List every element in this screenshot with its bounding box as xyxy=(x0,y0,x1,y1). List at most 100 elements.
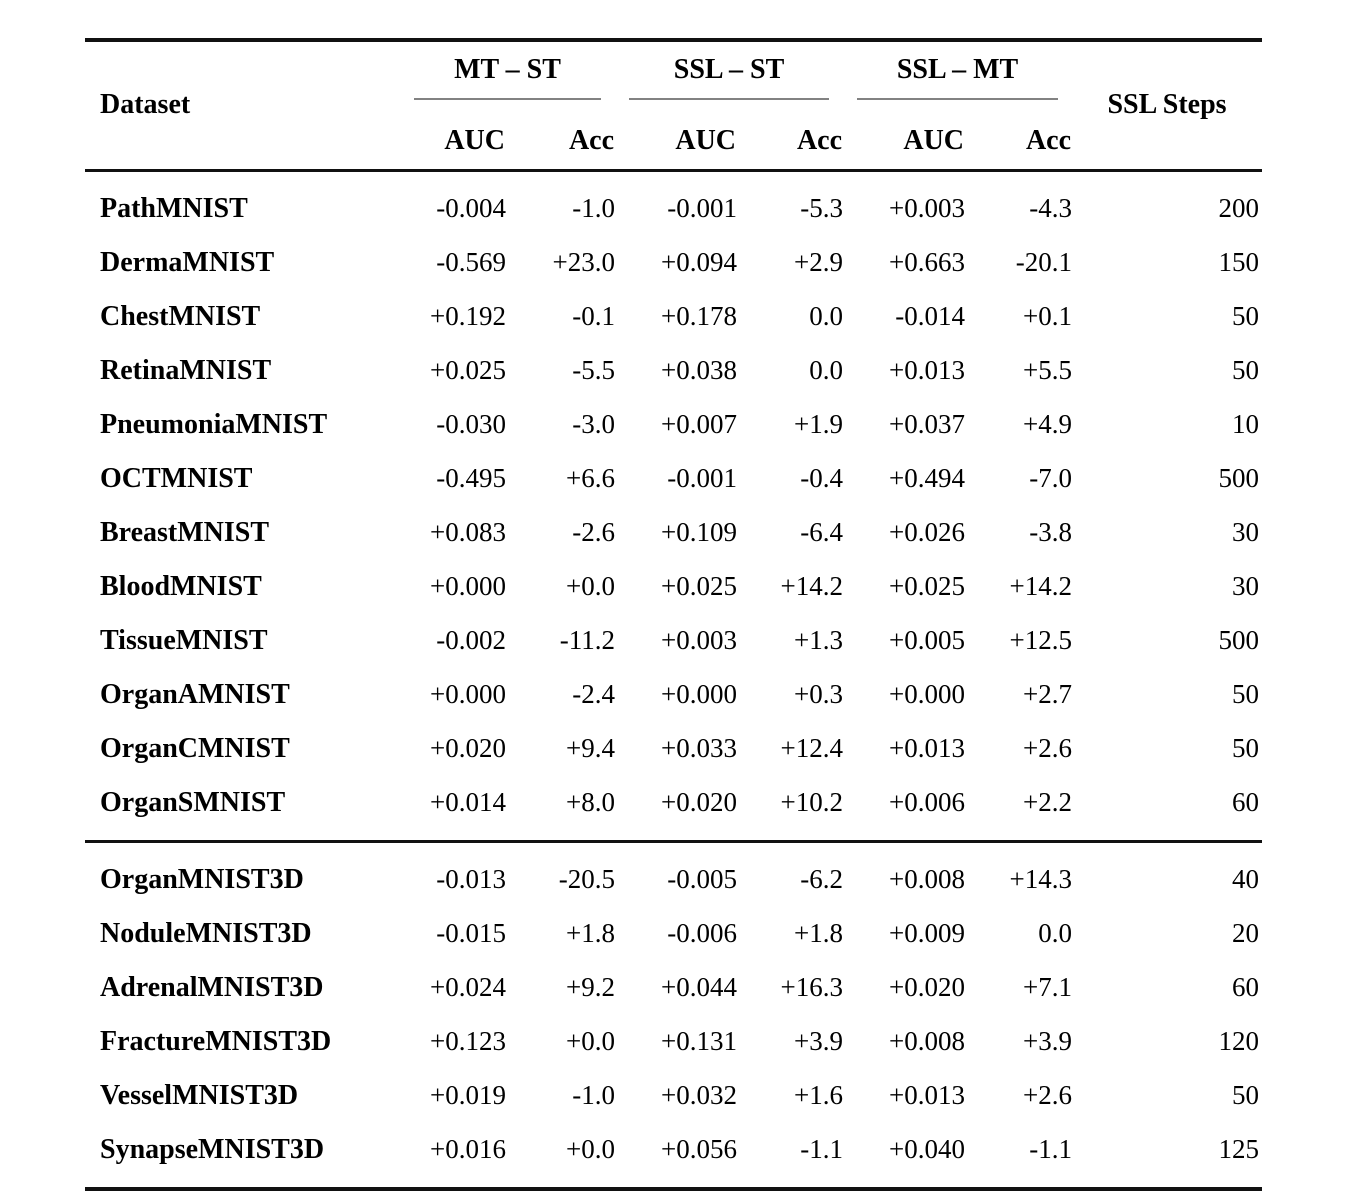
dataset-name: NoduleMNIST3D xyxy=(100,917,312,949)
value-cell-sslmt-acc: -1.1 xyxy=(1029,1134,1073,1164)
value-cell-mtst-acc: +0.0 xyxy=(566,1026,616,1056)
table-row: BreastMNIST +0.083 -2.6 +0.109 -6.4 +0.026 -3.… xyxy=(85,506,1262,560)
group-header-ssl-mt-label: SSL – MT xyxy=(896,54,1019,85)
dataset-name: OrganSMNIST xyxy=(100,786,286,818)
table-row: NoduleMNIST3D -0.015 +1.8 -0.006 +1.8 +0.009 0… xyxy=(85,907,1262,961)
dataset-name: PneumoniaMNIST xyxy=(100,408,328,440)
value-cell-sslst-acc: +12.4 xyxy=(780,733,844,763)
ssl-steps-cell: 50 xyxy=(1232,1080,1260,1110)
ssl-steps-cell: 500 xyxy=(1218,625,1260,655)
value-cell-sslmt-acc: +14.3 xyxy=(965,839,1073,907)
value-cell-sslst-acc: 0.0 xyxy=(809,355,844,385)
value-cell-sslmt-acc: +3.9 xyxy=(1023,1026,1073,1056)
value-cell-sslmt-auc: +0.008 xyxy=(843,839,966,907)
value-cell-mtst-acc: -20.5 xyxy=(506,839,616,907)
ssl-steps-cell: 50 xyxy=(1232,301,1260,331)
value-cell-sslmt-acc: +2.2 xyxy=(1023,787,1073,817)
value-cell-mtst-acc: -11.2 xyxy=(559,625,616,655)
ssl-steps-cell: 50 xyxy=(1232,679,1260,709)
value-cell-mtst-auc: +0.000 xyxy=(430,679,506,709)
value-cell-mtst-auc: -0.569 xyxy=(436,247,506,277)
value-cell-sslst-acc: +1.3 xyxy=(794,625,844,655)
dataset-name: RetinaMNIST xyxy=(100,354,272,386)
table-row: ChestMNIST +0.192 -0.1 +0.178 0.0 -0.014 +0.1 5… xyxy=(85,290,1262,344)
value-cell-sslmt-auc: +0.040 xyxy=(889,1134,966,1164)
section-2d-datasets: PathMNIST -0.004 -1.0 -0.001 -5.3 +0.003 -4.3 2… xyxy=(85,170,1262,841)
value-cell-sslst-acc: +14.2 xyxy=(780,571,844,601)
dataset-name: ChestMNIST xyxy=(100,300,261,332)
group-header-ssl-mt: SSL – MT xyxy=(843,40,1072,118)
value-cell-sslmt-auc: +0.013 xyxy=(889,355,966,385)
value-cell-sslmt-acc: +2.7 xyxy=(1023,679,1073,709)
dataset-name: VesselMNIST3D xyxy=(100,1079,299,1111)
group-header-mt-st: MT – ST xyxy=(400,40,615,118)
value-cell-sslst-auc: +0.178 xyxy=(661,301,738,331)
value-cell-mtst-acc: +0.0 xyxy=(566,1134,616,1164)
dataset-name: OrganCMNIST xyxy=(100,732,290,764)
value-cell-sslst-acc: 0.0 xyxy=(809,301,844,331)
value-cell-sslst-acc: +2.9 xyxy=(794,247,844,277)
table-row: TissueMNIST -0.002 -11.2 +0.003 +1.3 +0.005 +1… xyxy=(85,614,1262,668)
value-cell-sslst-acc: -6.2 xyxy=(737,839,844,907)
dataset-name: BreastMNIST xyxy=(100,516,270,548)
table-row: FractureMNIST3D +0.123 +0.0 +0.131 +3.9 +0.00… xyxy=(85,1015,1262,1069)
dataset-name: TissueMNIST xyxy=(100,624,268,656)
group-header-ssl-st: SSL – ST xyxy=(615,40,843,118)
value-cell-sslmt-acc: -3.8 xyxy=(1029,517,1073,547)
value-cell-sslst-auc: -0.005 xyxy=(615,839,738,907)
value-cell-mtst-acc: +0.0 xyxy=(566,571,616,601)
value-cell-mtst-auc: +0.083 xyxy=(430,517,506,547)
value-cell-sslst-auc: -0.001 xyxy=(667,463,738,493)
dataset-name: DermaMNIST xyxy=(100,246,275,278)
value-cell-sslmt-acc: 0.0 xyxy=(1038,918,1073,948)
value-cell-mtst-auc: -0.495 xyxy=(436,463,506,493)
dataset-name: PathMNIST xyxy=(100,192,248,224)
value-cell-mtst-auc: +0.025 xyxy=(430,355,506,385)
table-row: PneumoniaMNIST -0.030 -3.0 +0.007 +1.9 +0.037… xyxy=(85,398,1262,452)
value-cell-mtst-auc: +0.192 xyxy=(430,301,506,331)
value-cell-sslmt-auc: +0.009 xyxy=(889,918,966,948)
value-cell-mtst-acc: -5.5 xyxy=(572,355,616,385)
value-cell-mtst-acc: -2.6 xyxy=(572,517,616,547)
value-cell-mtst-acc: -2.4 xyxy=(572,679,616,709)
table-row: OrganMNIST3D -0.013 -20.5 -0.005 -6.2 +0.008 +… xyxy=(85,839,1263,907)
table-row: SynapseMNIST3D +0.016 +0.0 +0.056 -1.1 +0.040… xyxy=(85,1123,1262,1189)
value-cell-sslmt-acc: -20.1 xyxy=(1015,247,1073,277)
dataset-name: AdrenalMNIST3D xyxy=(100,971,324,1003)
table-row: OrganAMNIST +0.000 -2.4 +0.000 +0.3 +0.000 +2.… xyxy=(85,668,1262,722)
value-cell-sslmt-auc: +0.037 xyxy=(889,409,966,439)
value-cell-sslmt-auc: +0.025 xyxy=(889,571,966,601)
subheader-acc-2: Acc xyxy=(737,118,844,172)
dataset-name: OrganAMNIST xyxy=(100,678,290,710)
table-row: OCTMNIST -0.495 +6.6 -0.001 -0.4 +0.494 -7.0 50… xyxy=(85,452,1262,506)
value-cell-sslmt-auc: +0.006 xyxy=(889,787,966,817)
value-cell-sslst-auc: +0.003 xyxy=(661,625,738,655)
value-cell-sslst-acc: +10.2 xyxy=(780,787,844,817)
value-cell-sslmt-acc: +2.6 xyxy=(1023,733,1073,763)
value-cell-sslmt-auc: +0.005 xyxy=(889,625,966,655)
value-cell-mtst-auc: +0.016 xyxy=(430,1134,506,1164)
value-cell-sslst-auc: +0.025 xyxy=(661,571,738,601)
table-row: OrganCMNIST +0.020 +9.4 +0.033 +12.4 +0.013 +2… xyxy=(85,722,1262,776)
ssl-steps-cell: 60 xyxy=(1232,972,1260,1002)
ssl-steps-cell: 10 xyxy=(1232,409,1260,439)
value-cell-sslmt-auc: -0.014 xyxy=(895,301,966,331)
value-cell-sslmt-acc: +7.1 xyxy=(1023,972,1073,1002)
value-cell-sslst-auc: +0.094 xyxy=(661,247,738,277)
subheader-acc-3: Acc xyxy=(965,118,1073,172)
subheader-auc-3: AUC xyxy=(843,118,966,172)
value-cell-mtst-auc: -0.013 xyxy=(400,839,506,907)
value-cell-mtst-acc: +6.6 xyxy=(566,463,616,493)
value-cell-sslmt-auc: +0.013 xyxy=(889,1080,966,1110)
value-cell-sslst-auc: +0.109 xyxy=(661,517,738,547)
value-cell-mtst-acc: -1.0 xyxy=(572,193,616,223)
cmidrule xyxy=(629,98,830,100)
value-cell-sslst-auc: +0.020 xyxy=(661,787,738,817)
value-cell-mtst-auc: +0.019 xyxy=(430,1080,506,1110)
ssl-steps-cell: 500 xyxy=(1218,463,1260,493)
value-cell-sslmt-acc: +4.9 xyxy=(1023,409,1073,439)
value-cell-mtst-auc: -0.004 xyxy=(436,193,506,223)
value-cell-mtst-acc: -1.0 xyxy=(572,1080,616,1110)
value-cell-sslmt-acc: +2.6 xyxy=(1023,1080,1073,1110)
value-cell-sslst-acc: +0.3 xyxy=(794,679,844,709)
